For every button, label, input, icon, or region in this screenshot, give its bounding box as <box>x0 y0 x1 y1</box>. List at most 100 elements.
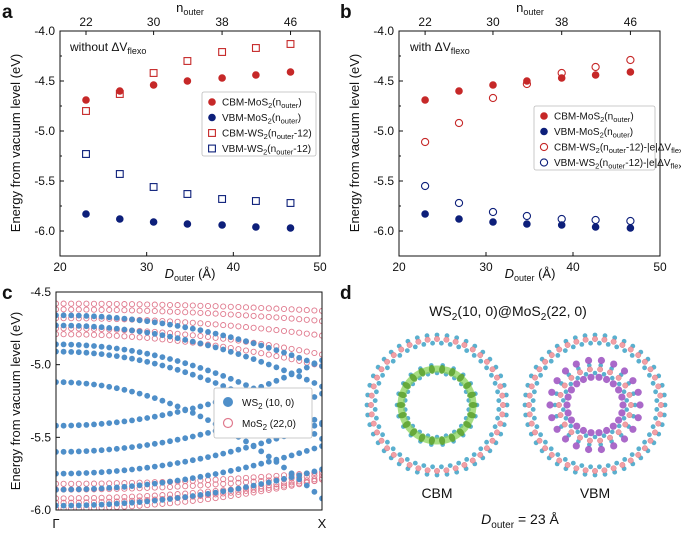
ws2-band-2-point <box>174 358 181 364</box>
mos2-band-1-point <box>204 310 212 317</box>
outer-s-atom <box>622 457 628 462</box>
inner-s-atom <box>568 381 574 387</box>
outer-s-atom <box>489 372 494 378</box>
pb-legend-label: VBM-WS2(nouter-12)-|e|ΔVflexo <box>554 158 681 171</box>
ws2-band-0-point <box>235 336 242 343</box>
inner-w-atom <box>561 382 568 389</box>
cbm-orbital-lobe <box>439 436 446 446</box>
inner-s-atom <box>561 398 566 403</box>
inner-w-atom <box>587 366 593 373</box>
ws2-band-1-point <box>121 326 128 333</box>
ws2-band-4-point <box>68 379 75 386</box>
ws2-band-4-point <box>106 383 113 390</box>
mos2-band-4-point <box>98 332 105 339</box>
outer-mo-atom <box>655 383 662 390</box>
outer-mo-atom <box>542 445 548 452</box>
outer-s-atom <box>456 344 462 350</box>
mos2-band-3-point <box>197 332 204 340</box>
mos2-band-2-point <box>311 331 318 338</box>
ws2-band-0-point <box>167 321 173 328</box>
ws2-band-1-point <box>106 325 113 331</box>
mos2-band-8-point <box>280 482 288 489</box>
vbm-orbital-lobe <box>553 377 561 385</box>
pb-legend-marker <box>539 158 549 167</box>
ws2-band-3-point <box>60 348 67 355</box>
ws2-band-1-point <box>311 380 318 386</box>
outer-mo-atom <box>526 402 532 408</box>
pa-point-s2-2 <box>149 69 158 77</box>
ws2-band-9-point <box>91 502 97 508</box>
ws2-band-6-point <box>121 445 128 451</box>
pa-ytick-label: -6.0 <box>34 224 55 238</box>
ws2-band-1-point <box>159 332 166 339</box>
mos2-band-5-point <box>258 473 265 480</box>
mos2-band-8-point <box>273 483 280 490</box>
ws2-band-8-point <box>151 480 158 487</box>
ws2-band-4-point <box>205 417 211 423</box>
vbm-orbital-lobe <box>619 401 627 409</box>
inner-s-atom <box>621 416 627 421</box>
outer-mo-atom <box>494 374 500 381</box>
outer-s-atom <box>496 398 502 403</box>
outer-mo-atom <box>390 451 397 458</box>
ws2-band-1-point <box>205 342 211 349</box>
mos2-band-4-point <box>106 332 113 339</box>
ws2-band-9-point <box>197 492 204 498</box>
ws2-band-3-point <box>113 353 120 359</box>
ws2-band-9-point <box>205 490 211 497</box>
pb-xtick-label: 30 <box>479 260 493 274</box>
pa-toptick-label: 38 <box>215 15 229 29</box>
ws2-band-4-point <box>129 388 135 395</box>
outer-mo-atom <box>452 338 459 345</box>
vbm-orbital-lobe <box>587 373 595 381</box>
pa-point-s0-6 <box>286 68 295 76</box>
mos2-band-1-point <box>265 313 272 320</box>
ws2-band-1-point <box>98 324 105 331</box>
outer-s-atom <box>495 415 500 421</box>
mos2-band-0-point <box>182 302 189 309</box>
outer-s-atom <box>430 464 435 470</box>
ws2-band-2-point <box>75 342 82 348</box>
panel-label-d: d <box>340 283 352 304</box>
ws2-band-1-point <box>68 322 75 329</box>
mos2-band-5-point <box>235 475 242 482</box>
inner-w-atom <box>557 412 564 418</box>
panel-c-ytick-label: -5.5 <box>30 430 51 444</box>
ws2-band-9-point <box>68 502 75 509</box>
vbm-orbital-lobe <box>597 445 606 454</box>
ws2-band-0-point <box>212 330 219 337</box>
ws2-band-7-point <box>167 461 173 468</box>
ws2-band-4-point <box>60 379 67 386</box>
cbm-orbital-lobe <box>456 373 465 382</box>
mos2-band-5-point <box>75 480 82 487</box>
mos2-band-2-point <box>265 326 272 333</box>
mos2-band-7-point <box>113 494 120 501</box>
outer-mo-atom <box>398 346 405 353</box>
ws2-band-9-point <box>243 484 249 490</box>
mos2-band-1-point <box>280 314 288 322</box>
outer-s-atom <box>478 358 484 364</box>
ws2-band-8-point <box>243 464 249 471</box>
ws2-band-0-point <box>68 312 75 319</box>
ws2-band-6-point <box>68 448 75 455</box>
ws2-band-4-point <box>296 476 303 483</box>
vbm-orbital-lobe <box>634 414 642 422</box>
pb-xtick-label: 50 <box>653 260 667 274</box>
vbm-orbital-lobe <box>595 429 603 437</box>
pb-point-s1-1 <box>455 215 463 223</box>
pa-xtick-label: 20 <box>53 260 67 274</box>
outer-s-atom <box>434 472 440 478</box>
panel-a-x-label: Douter (Å) <box>165 266 216 283</box>
mos2-band-0-point <box>280 305 288 313</box>
outer-s-atom <box>597 340 602 346</box>
inner-w-atom <box>557 391 564 398</box>
outer-mo-atom <box>406 462 413 468</box>
pb-legend-box <box>533 105 656 171</box>
ws2-band-3-point <box>129 355 135 362</box>
outer-s-atom <box>642 365 647 371</box>
outer-s-atom <box>496 407 502 412</box>
ws2-band-6-point <box>311 394 318 400</box>
mos2-band-1-point <box>121 307 128 314</box>
vbm-orbital-lobe <box>629 377 637 385</box>
inner-w-atom <box>615 429 622 436</box>
